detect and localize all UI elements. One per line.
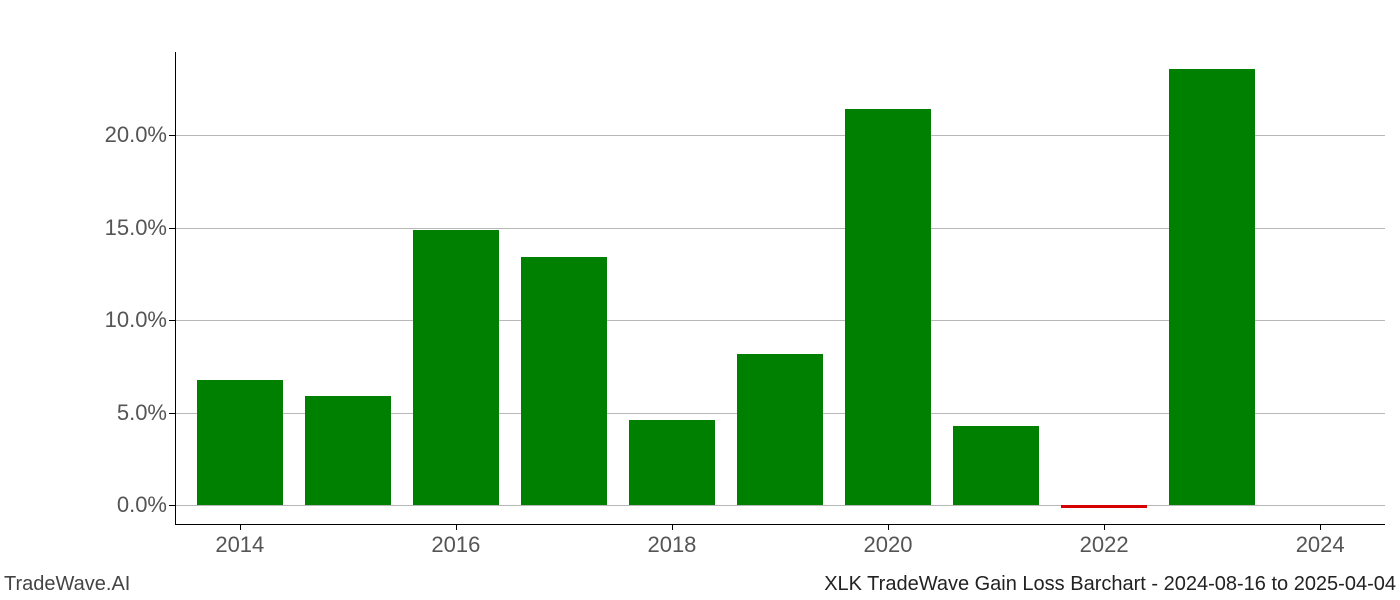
x-tick-label: 2018 [647, 524, 696, 558]
x-axis-spine [175, 524, 1385, 525]
footer-right-text: XLK TradeWave Gain Loss Barchart - 2024-… [824, 573, 1396, 596]
bar [737, 354, 823, 506]
x-tick-label: 2020 [864, 524, 913, 558]
y-tick-label: 10.0% [105, 307, 175, 333]
x-tick-label: 2024 [1296, 524, 1345, 558]
bar [629, 420, 715, 505]
footer-left-text: TradeWave.AI [4, 573, 130, 596]
bar [1169, 69, 1255, 506]
y-tick-label: 15.0% [105, 215, 175, 241]
y-tick-label: 0.0% [117, 492, 175, 518]
y-tick-label: 5.0% [117, 400, 175, 426]
bar [1061, 505, 1147, 508]
bar [197, 380, 283, 506]
x-tick-label: 2014 [215, 524, 264, 558]
bar [413, 230, 499, 506]
x-tick-label: 2022 [1080, 524, 1129, 558]
bar [305, 396, 391, 505]
gridline [175, 505, 1385, 506]
bar [953, 426, 1039, 506]
bar [845, 109, 931, 505]
plot-area: 0.0%5.0%10.0%15.0%20.0%20142016201820202… [175, 52, 1385, 524]
y-tick-label: 20.0% [105, 122, 175, 148]
bar [521, 257, 607, 505]
y-axis-spine [175, 52, 176, 524]
x-tick-label: 2016 [431, 524, 480, 558]
